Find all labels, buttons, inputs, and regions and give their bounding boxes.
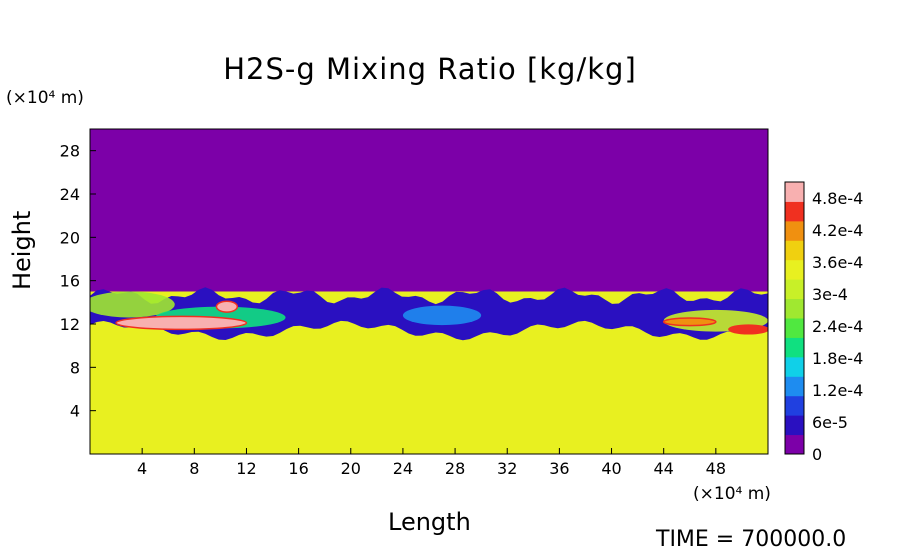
x-tick-label-7: 32	[497, 459, 517, 478]
y-tick-label-5: 24	[60, 185, 80, 204]
y-axis-unit: (×10⁴ m)	[6, 88, 84, 108]
colorbar-label-8: 0	[812, 445, 822, 464]
colorbar-label-7: 6e-5	[812, 413, 848, 432]
x-tick-label-0: 4	[137, 459, 147, 478]
colorbar-label-4: 2.4e-4	[812, 317, 863, 336]
x-axis: 4 8 12 16 20 24 28 32 36 40 44 48	[137, 448, 726, 478]
mixing-blob-2	[402, 305, 482, 326]
colorbar-swatch-3	[785, 376, 804, 397]
plume-2	[728, 324, 768, 335]
plume-1	[215, 300, 239, 313]
x-tick-label-5: 24	[393, 459, 413, 478]
colorbar-swatch-7	[785, 298, 804, 319]
x-tick-label-9: 40	[601, 459, 621, 478]
mixing-blob-0	[90, 291, 175, 318]
x-axis-label: Length	[388, 508, 471, 536]
x-tick-label-10: 44	[654, 459, 674, 478]
y-tick-label-1: 8	[70, 358, 80, 377]
colorbar-swatch-8	[785, 279, 804, 300]
chart-title: H2S-g Mixing Ratio [kg/kg]	[223, 52, 637, 86]
colorbar-swatch-9	[785, 259, 804, 280]
colorbar-swatch-0	[785, 434, 804, 455]
plume-0	[115, 315, 248, 331]
colorbar-label-1: 4.2e-4	[812, 221, 863, 240]
colorbar-swatch-6	[785, 318, 804, 338]
y-axis: 4 8 12 16 20 24 28	[60, 142, 96, 421]
colorbar-swatch-2	[785, 395, 804, 416]
colorbar-label-5: 1.8e-4	[812, 349, 863, 368]
x-tick-label-1: 8	[189, 459, 199, 478]
region-upper-atmosphere	[90, 129, 768, 292]
colorbar-swatch-1	[785, 415, 804, 436]
y-tick-label-2: 12	[60, 315, 80, 334]
x-tick-label-4: 20	[341, 459, 361, 478]
y-tick-label-4: 20	[60, 228, 80, 247]
colorbar-label-3: 3e-4	[812, 285, 848, 304]
x-tick-label-8: 36	[549, 459, 569, 478]
y-tick-label-0: 4	[70, 402, 80, 421]
colorbar-frame	[784, 181, 805, 455]
plot-frame	[89, 128, 769, 455]
y-tick-label-3: 16	[60, 272, 80, 291]
colorbar-label-0: 4.8e-4	[812, 189, 863, 208]
x-tick-label-11: 48	[706, 459, 726, 478]
x-tick-label-6: 28	[445, 459, 465, 478]
colorbar-swatch-11	[785, 220, 804, 241]
plume-3	[662, 317, 717, 327]
colorbar-swatch-4	[785, 356, 804, 377]
colorbar: 4.8e-4 4.2e-4 3.6e-4 3e-4 2.4e-4 1.8e-4 1.2e-4…	[784, 181, 863, 464]
colorbar-swatch-12	[785, 201, 804, 222]
x-axis-unit: (×10⁴ m)	[693, 484, 771, 504]
y-tick-label-6: 28	[60, 142, 80, 161]
x-tick-label-2: 12	[236, 459, 256, 478]
colorbar-swatch-5	[785, 337, 804, 358]
colorbar-swatch-13	[785, 182, 804, 202]
colorbar-label-2: 3.6e-4	[812, 253, 863, 272]
colorbar-label-6: 1.2e-4	[812, 381, 863, 400]
colorbar-swatch-10	[785, 240, 804, 261]
x-tick-label-3: 16	[288, 459, 308, 478]
heatmap-field	[90, 129, 768, 454]
